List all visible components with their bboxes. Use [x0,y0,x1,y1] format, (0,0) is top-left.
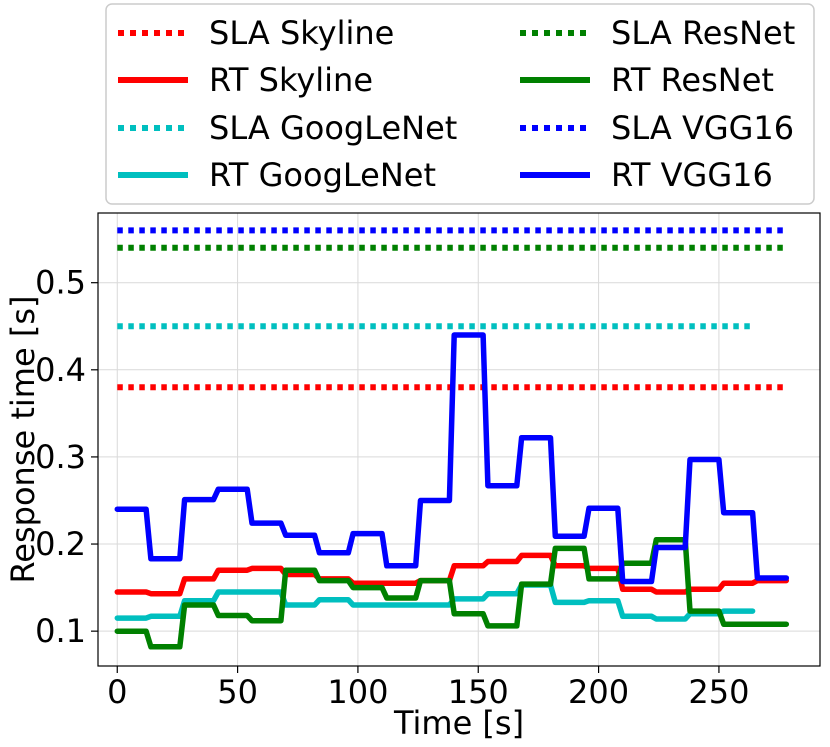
legend-entry-rt-resnet: RT ResNet [520,61,774,99]
y-tick-label: 0.1 [35,612,86,650]
x-tick-label: 100 [327,673,388,711]
grid [98,213,820,666]
x-tick-label: 50 [217,673,258,711]
series-layer [114,227,790,650]
legend-label: RT VGG16 [611,156,773,194]
y-tick-label: 0.5 [35,264,86,302]
x-axis: 0 50 100 150 200 250 [107,666,749,711]
legend-entry-rt-skyline: RT Skyline [118,61,373,99]
legend-label: SLA GoogLeNet [209,109,457,147]
legend-label: RT GoogLeNet [209,156,436,194]
x-tick-label: 200 [568,673,629,711]
legend-label: SLA ResNet [611,14,795,52]
series-rt-resnet [114,536,790,650]
legend-entry-rt-googlenet: RT GoogLeNet [118,156,436,194]
plot-border [97,212,821,667]
legend-entry-sla-skyline: SLA Skyline [118,14,394,52]
legend-label: SLA VGG16 [611,109,794,147]
x-tick-label: 250 [688,673,749,711]
legend: SLA Skyline SLA ResNet RT Skyline RT ResNet… [105,3,815,205]
legend-label: SLA Skyline [209,14,394,52]
series-rt-vgg16 [114,332,790,585]
y-tick-label: 0.3 [35,438,86,476]
x-tick-label: 0 [107,673,127,711]
legend-entry-rt-vgg16: RT VGG16 [520,156,773,194]
legend-label: RT ResNet [611,61,774,99]
x-axis-label: Time [s] [393,704,524,742]
plot-area: 0 50 100 150 200 250 0.1 0.2 0.3 0.4 0.5 [35,212,821,711]
legend-frame [105,3,815,205]
y-axis-label: Response time [s] [4,296,42,584]
series-rt-googlenet [114,582,756,622]
y-tick-label: 0.2 [35,525,86,563]
legend-entry-sla-resnet: SLA ResNet [520,14,795,52]
legend-entry-sla-googlenet: SLA GoogLeNet [118,109,457,147]
y-axis: 0.1 0.2 0.3 0.4 0.5 [35,264,98,650]
series-rt-skyline [114,552,790,597]
legend-entry-sla-vgg16: SLA VGG16 [520,109,794,147]
y-tick-label: 0.4 [35,351,86,389]
legend-label: RT Skyline [209,61,373,99]
x-tick-label: 150 [448,673,509,711]
